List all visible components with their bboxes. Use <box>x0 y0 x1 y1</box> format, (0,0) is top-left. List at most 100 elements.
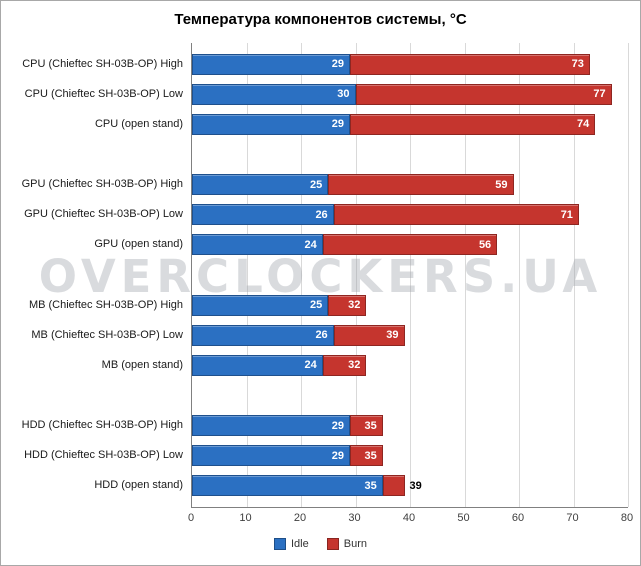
x-tick-label: 80 <box>620 512 634 524</box>
legend: Idle Burn <box>1 538 640 550</box>
bar-row: 35 39 <box>192 475 628 497</box>
burn-bar: 73 <box>350 53 590 75</box>
gridline <box>628 43 629 507</box>
idle-value-label: 24 <box>304 359 317 372</box>
burn-value-label: 77 <box>593 88 606 101</box>
idle-value-label: 29 <box>331 449 345 462</box>
gridline <box>301 43 302 507</box>
category-label: HDD (open stand) <box>94 479 183 492</box>
burn-value-label: 71 <box>560 208 573 221</box>
chart-title: Температура компонентов системы, °C <box>174 11 467 28</box>
x-tick-label: 10 <box>239 512 252 524</box>
idle-value-label: 35 <box>364 479 377 492</box>
x-tick-label: 0 <box>187 512 195 524</box>
idle-bar: 26 <box>192 324 334 346</box>
bar-row: 29 35 <box>192 445 628 467</box>
category-label: MB (Chieftec SH-03B-OP) Low <box>31 328 183 341</box>
bar-row: 29 35 <box>192 415 628 437</box>
burn-value-label: 32 <box>348 359 361 372</box>
idle-bar: 29 <box>192 415 351 437</box>
idle-value-label: 26 <box>315 329 328 342</box>
burn-value-label: 74 <box>577 118 590 131</box>
legend-item-idle: Idle <box>274 538 309 550</box>
burn-value-label: 56 <box>478 238 492 251</box>
burn-bar: 77 <box>355 83 612 105</box>
burn-bar <box>382 475 405 497</box>
burn-bar: 74 <box>350 113 596 135</box>
x-tick-label: 40 <box>402 512 416 524</box>
idle-bar: 24 <box>192 234 323 256</box>
burn-bar: 32 <box>328 294 367 316</box>
burn-bar: 32 <box>322 354 367 376</box>
legend-label-burn: Burn <box>343 538 367 550</box>
idle-bar: 24 <box>192 354 323 376</box>
idle-bar: 25 <box>192 174 329 196</box>
idle-value-label: 25 <box>310 299 323 312</box>
gridline <box>519 43 520 507</box>
burn-value-label: 73 <box>571 58 584 71</box>
bar-row: 29 73 <box>192 53 628 75</box>
burn-value-label: 39 <box>409 479 422 492</box>
legend-label-idle: Idle <box>291 538 309 550</box>
x-tick-label: 50 <box>457 512 470 524</box>
burn-value-label: 35 <box>364 419 377 432</box>
idle-bar: 29 <box>192 113 351 135</box>
x-tick-label: 60 <box>511 512 525 524</box>
idle-bar: 30 <box>192 83 356 105</box>
category-label: CPU (Chieftec SH-03B-OP) High <box>22 57 183 70</box>
bar-row: 25 32 <box>192 294 628 316</box>
x-tick-label: 70 <box>566 512 579 524</box>
burn-value-label: 32 <box>348 299 361 312</box>
burn-bar: 59 <box>328 174 514 196</box>
legend-item-burn: Burn <box>326 538 367 550</box>
category-label: MB (Chieftec SH-03B-OP) High <box>28 298 183 311</box>
burn-swatch <box>326 538 339 550</box>
category-labels: CPU (Chieftec SH-03B-OP) High CPU (Chieft… <box>1 1 184 565</box>
burn-bar: 35 <box>350 445 383 467</box>
gridline <box>464 43 466 507</box>
gridline <box>355 43 357 507</box>
category-label: MB (open stand) <box>101 358 183 371</box>
idle-value-label: 29 <box>331 58 345 71</box>
idle-bar: 29 <box>192 445 351 467</box>
category-label: CPU (open stand) <box>94 117 183 130</box>
plot-area: 29 73 30 77 29 74 25 59 26 71 24 56 25 32 26 39 24 32 29 35… <box>191 43 629 508</box>
idle-value-label: 29 <box>331 118 345 131</box>
x-axis: 0 10 20 30 40 50 60 70 80 <box>188 512 633 526</box>
idle-value-label: 29 <box>331 419 345 432</box>
bar-row: 29 74 <box>192 113 628 135</box>
gridline <box>410 43 411 507</box>
bar-row: 25 59 <box>192 174 628 196</box>
idle-bar: 35 <box>192 475 383 497</box>
idle-value-label: 24 <box>304 238 317 251</box>
idle-bar: 25 <box>192 294 329 316</box>
idle-bar: 26 <box>192 204 334 226</box>
gridline <box>573 43 575 507</box>
idle-value-label: 26 <box>315 208 328 221</box>
category-label: GPU (Chieftec SH-03B-OP) High <box>21 178 183 191</box>
category-label: HDD (Chieftec SH-03B-OP) Low <box>24 449 183 462</box>
category-label: CPU (Chieftec SH-03B-OP) Low <box>24 87 183 100</box>
burn-bar: 71 <box>333 204 579 226</box>
gridline <box>246 43 248 507</box>
burn-bar: 39 <box>333 324 405 346</box>
category-label: HDD (Chieftec SH-03B-OP) High <box>21 419 183 432</box>
x-tick-label: 30 <box>348 512 361 524</box>
burn-value-label: 35 <box>364 449 377 462</box>
burn-bar: 35 <box>350 415 383 437</box>
bar-row: 24 32 <box>192 354 628 376</box>
category-label: GPU (Chieftec SH-03B-OP) Low <box>24 208 183 221</box>
x-tick-label: 20 <box>293 512 307 524</box>
burn-value-label: 39 <box>386 329 399 342</box>
burn-bar: 56 <box>322 234 498 256</box>
idle-bar: 29 <box>192 53 351 75</box>
bar-row: 26 39 <box>192 324 628 346</box>
idle-value-label: 25 <box>310 178 323 191</box>
idle-value-label: 30 <box>337 88 350 101</box>
idle-swatch <box>274 538 286 550</box>
burn-value-label: 59 <box>495 178 508 191</box>
bar-row: 24 56 <box>192 234 628 256</box>
bar-row: 26 71 <box>192 204 628 226</box>
category-label: GPU (open stand) <box>94 238 183 251</box>
